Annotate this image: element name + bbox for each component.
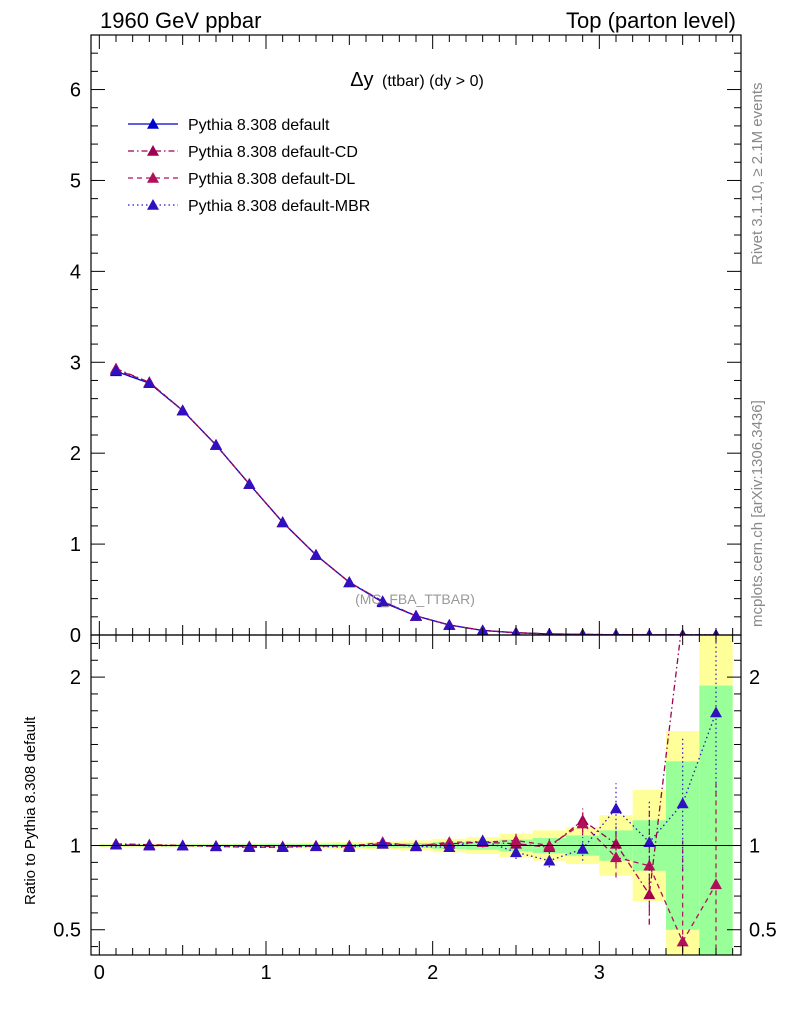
ratio-series-point xyxy=(276,841,289,853)
legend-marker xyxy=(147,145,159,156)
ratio-y-tick-label-right: 2 xyxy=(749,667,760,689)
ratio-series-point xyxy=(677,612,689,623)
legend-marker xyxy=(147,199,159,210)
ratio-series-point xyxy=(710,878,722,890)
ratio-series-point xyxy=(143,839,156,851)
ratio-series-point xyxy=(576,842,589,854)
ratio-series-point xyxy=(110,838,122,850)
main-series-point xyxy=(310,549,322,560)
main-y-tick-label: 1 xyxy=(70,534,81,556)
main-title-main: Δy xyxy=(350,69,373,91)
x-tick-label: 2 xyxy=(427,962,438,984)
main-series-point xyxy=(110,364,122,376)
x-tick-label: 0 xyxy=(94,962,105,984)
ratio-bands xyxy=(99,635,733,955)
main-y-tick-label: 0 xyxy=(70,625,81,647)
main-series-point xyxy=(176,404,189,416)
header-right: Top (parton level) xyxy=(566,8,736,33)
ratio-series-point xyxy=(676,797,689,809)
ratio-series-point xyxy=(676,935,689,947)
ratio-series-point xyxy=(443,841,456,853)
x-tick-label: 1 xyxy=(260,962,271,984)
axis-ticks: 0 1 2 3 4 5 6 0.5 0.5 1 1 2 2 0 1 2 3 xyxy=(53,34,777,984)
ratio-series-point xyxy=(610,802,622,814)
ratio-series-point xyxy=(710,612,722,623)
legend-marker xyxy=(147,118,159,129)
ratio-series-point xyxy=(510,846,522,858)
main-series-point xyxy=(143,377,156,388)
main-series-point xyxy=(276,516,289,528)
main-series-point xyxy=(376,595,389,607)
main-title: Δy (ttbar) (dy > 0) xyxy=(350,69,484,91)
legend: Pythia 8.308 default Pythia 8.308 default… xyxy=(128,117,370,215)
ratio-series-point xyxy=(710,706,722,718)
ratio-y-tick-label-right: 0.5 xyxy=(749,920,777,942)
ratio-series-point xyxy=(610,851,622,863)
ratio-y-tick-label-left: 2 xyxy=(70,667,81,689)
ratio-series-point xyxy=(343,841,356,853)
header-left: 1960 GeV ppbar xyxy=(100,8,261,33)
ratio-series-point xyxy=(543,839,556,851)
ratio-y-tick-label-left: 0.5 xyxy=(53,920,81,942)
side-rivet: Rivet 3.1.10, ≥ 2.1M events xyxy=(749,83,766,266)
main-series-point xyxy=(410,609,422,621)
ratio-y-tick-label-left: 1 xyxy=(70,836,81,858)
main-title-sub: (ttbar) (dy > 0) xyxy=(382,73,484,90)
legend-label: Pythia 8.308 default-CD xyxy=(188,144,358,161)
ratio-y-tick-label-right: 1 xyxy=(749,836,760,858)
main-series-point xyxy=(243,478,256,489)
ratio-ylabel: Ratio to Pythia 8.308 default xyxy=(22,716,39,905)
main-y-tick-label: 5 xyxy=(70,170,81,192)
watermark: (MC_FBA_TTBAR) xyxy=(355,591,475,607)
main-series-point xyxy=(210,439,222,450)
legend-label: Pythia 8.308 default-DL xyxy=(188,171,355,188)
ratio-series-point xyxy=(510,834,522,846)
ratio-series-point xyxy=(176,839,189,851)
main-series-point xyxy=(343,576,356,588)
side-mcplots: mcplots.cern.ch [arXiv:1306.3436] xyxy=(749,400,766,627)
x-tick-label: 3 xyxy=(594,962,605,984)
main-y-tick-label: 6 xyxy=(70,80,81,102)
ratio-series-point xyxy=(643,836,656,847)
legend-label: Pythia 8.308 default-MBR xyxy=(188,198,370,215)
ratio-series-point xyxy=(576,817,589,829)
main-series-point xyxy=(443,619,456,630)
main-y-tick-label: 2 xyxy=(70,443,81,465)
ratio-series-point xyxy=(543,854,556,866)
main-y-tick-label: 3 xyxy=(70,352,81,374)
main-y-tick-label: 4 xyxy=(70,261,81,283)
legend-label: Pythia 8.308 default xyxy=(188,117,330,134)
ratio-series-point xyxy=(476,834,489,846)
ratio-series-point xyxy=(243,841,256,853)
legend-marker xyxy=(147,172,159,183)
